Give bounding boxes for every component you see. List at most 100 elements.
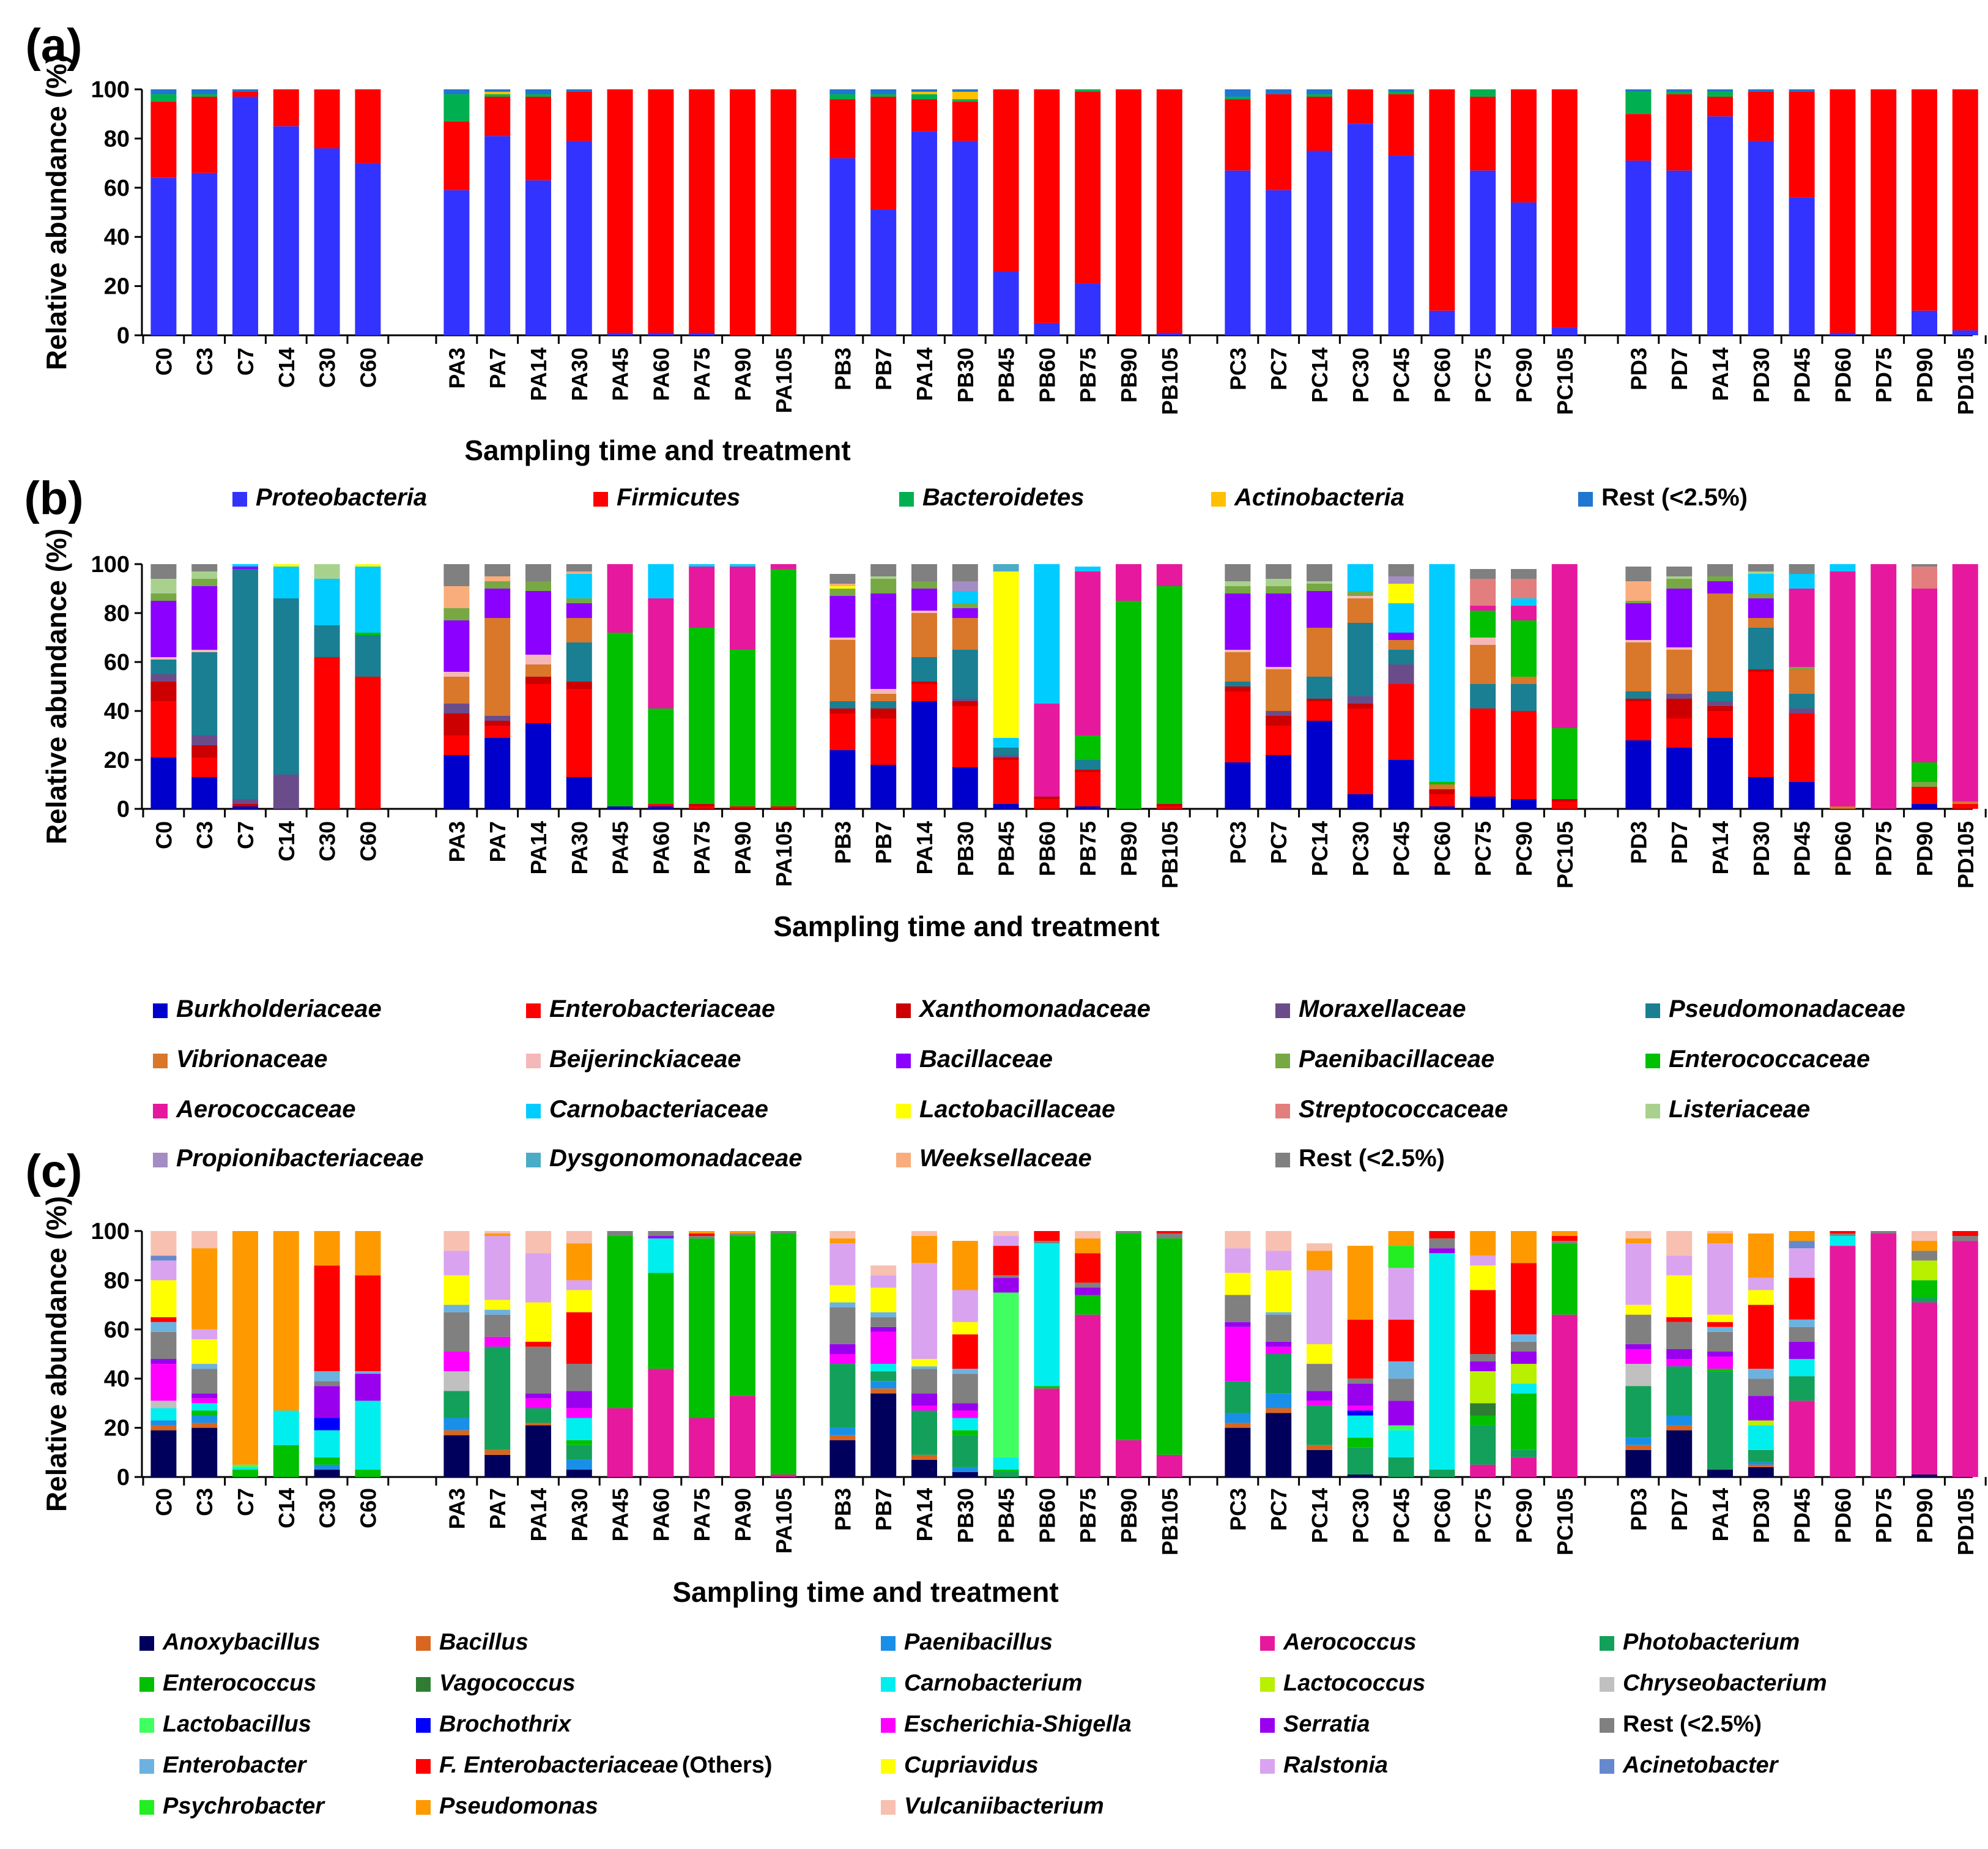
bar-segment	[1511, 1341, 1537, 1352]
bar-segment	[1666, 1366, 1693, 1416]
x-tick-label: PC45	[1389, 821, 1414, 876]
bar-segment	[993, 271, 1019, 335]
legend-swatch	[139, 1677, 154, 1692]
bar-segment	[1707, 1243, 1733, 1315]
legend-swatch	[153, 1153, 168, 1167]
bar-segment	[1225, 170, 1251, 335]
bar-segment	[1748, 1420, 1774, 1426]
legend-swatch	[1260, 1677, 1275, 1692]
bar-segment	[191, 1248, 218, 1330]
x-tick-label: PA30	[567, 348, 592, 401]
x-tick-label: PA7	[485, 348, 510, 389]
bar-segment	[1551, 1241, 1578, 1244]
bar-segment	[829, 1427, 856, 1435]
bar-segment	[1429, 789, 1455, 794]
x-tick-label: PD7	[1667, 348, 1692, 390]
legend-swatch	[416, 1636, 431, 1651]
bar-segment	[1511, 677, 1537, 684]
bar-segment	[1511, 569, 1537, 579]
bar-segment	[355, 1275, 381, 1372]
bar-segment	[273, 598, 299, 775]
bar-segment	[191, 564, 218, 571]
bar-segment	[689, 1418, 715, 1477]
legend-swatch	[526, 1153, 541, 1167]
bar-segment	[911, 94, 937, 100]
x-tick-label: PB7	[871, 1488, 896, 1531]
x-tick-label: PC90	[1511, 1488, 1537, 1543]
bar-segment	[1625, 1344, 1652, 1349]
bar-segment	[770, 569, 796, 806]
x-tick-label: C0	[151, 821, 176, 849]
bar-segment	[870, 1287, 897, 1312]
bar-segment	[952, 1290, 978, 1322]
x-tick-label: PB30	[953, 1488, 978, 1543]
bar-segment	[1511, 799, 1537, 809]
bar-segment	[870, 564, 897, 576]
x-tick-label: PD60	[1830, 821, 1855, 876]
bar-segment	[1707, 738, 1733, 809]
bar-segment	[1871, 1231, 1897, 1234]
bar-segment	[314, 1430, 340, 1457]
bar-segment	[1034, 1388, 1060, 1477]
bar-segment	[1511, 1457, 1537, 1477]
bar-segment	[1470, 1354, 1496, 1362]
bar-segment	[1388, 1378, 1414, 1401]
bar-segment	[1912, 1241, 1937, 1251]
bar-segment	[566, 1312, 592, 1364]
x-tick-label: PC105	[1552, 1488, 1578, 1555]
x-tick-label: C60	[355, 348, 380, 388]
y-tick-label: 60	[104, 176, 130, 201]
bar-segment	[870, 765, 897, 809]
x-tick-label: PB3	[830, 821, 855, 864]
bar-segment	[150, 701, 177, 757]
bar-segment	[273, 775, 299, 809]
legend-label: Firmicutes	[617, 484, 740, 511]
bar-segment	[1470, 1415, 1496, 1426]
bar-segment	[525, 1425, 551, 1477]
bar-segment	[829, 1285, 856, 1303]
bar-segment	[1307, 1243, 1332, 1251]
x-tick-label: PD3	[1626, 1488, 1651, 1531]
bar-segment	[1156, 1454, 1182, 1477]
bar-segment	[829, 99, 856, 158]
legend-swatch	[139, 1718, 154, 1733]
bar-segment	[566, 1445, 592, 1460]
bar-segment	[191, 571, 218, 579]
legend-label: Beijerinckiaceae	[549, 1046, 741, 1073]
bar-segment	[484, 589, 511, 618]
bar-segment	[1156, 806, 1182, 809]
legend-label: Bacillaceae	[919, 1046, 1053, 1073]
bar-segment	[870, 593, 897, 689]
bar-segment	[829, 574, 856, 584]
bar-segment	[911, 1359, 937, 1367]
bar-segment	[1830, 571, 1856, 806]
bar-segment	[1470, 1361, 1496, 1372]
x-tick-label: PB90	[1116, 348, 1141, 403]
bar-segment	[1470, 684, 1496, 709]
bar-segment	[525, 564, 551, 581]
bar-segment	[1225, 586, 1251, 593]
bar-segment	[1225, 99, 1251, 171]
legend-swatch	[1260, 1718, 1275, 1733]
bar-segment	[1625, 1364, 1652, 1386]
bar-segment	[689, 804, 715, 806]
bar-segment	[1625, 642, 1652, 691]
bar-segment	[1871, 1233, 1897, 1477]
legend-label: Brochothrix	[439, 1711, 572, 1737]
legend-swatch	[1275, 1104, 1290, 1118]
bar-segment	[1625, 701, 1652, 740]
x-tick-label: PA45	[608, 1488, 633, 1541]
x-tick-label: PC30	[1348, 1488, 1373, 1543]
bar-segment	[1666, 1322, 1693, 1349]
bar-segment	[525, 1253, 551, 1303]
bar-segment	[870, 1364, 897, 1372]
bar-segment	[1307, 701, 1332, 721]
bar-segment	[952, 1241, 978, 1290]
bar-segment	[1707, 576, 1733, 581]
legend-swatch	[881, 1677, 896, 1692]
x-tick-label: PA105	[771, 821, 796, 887]
bar-segment	[1347, 89, 1373, 124]
bar-segment	[1347, 623, 1373, 696]
bar-segment	[1225, 682, 1251, 686]
